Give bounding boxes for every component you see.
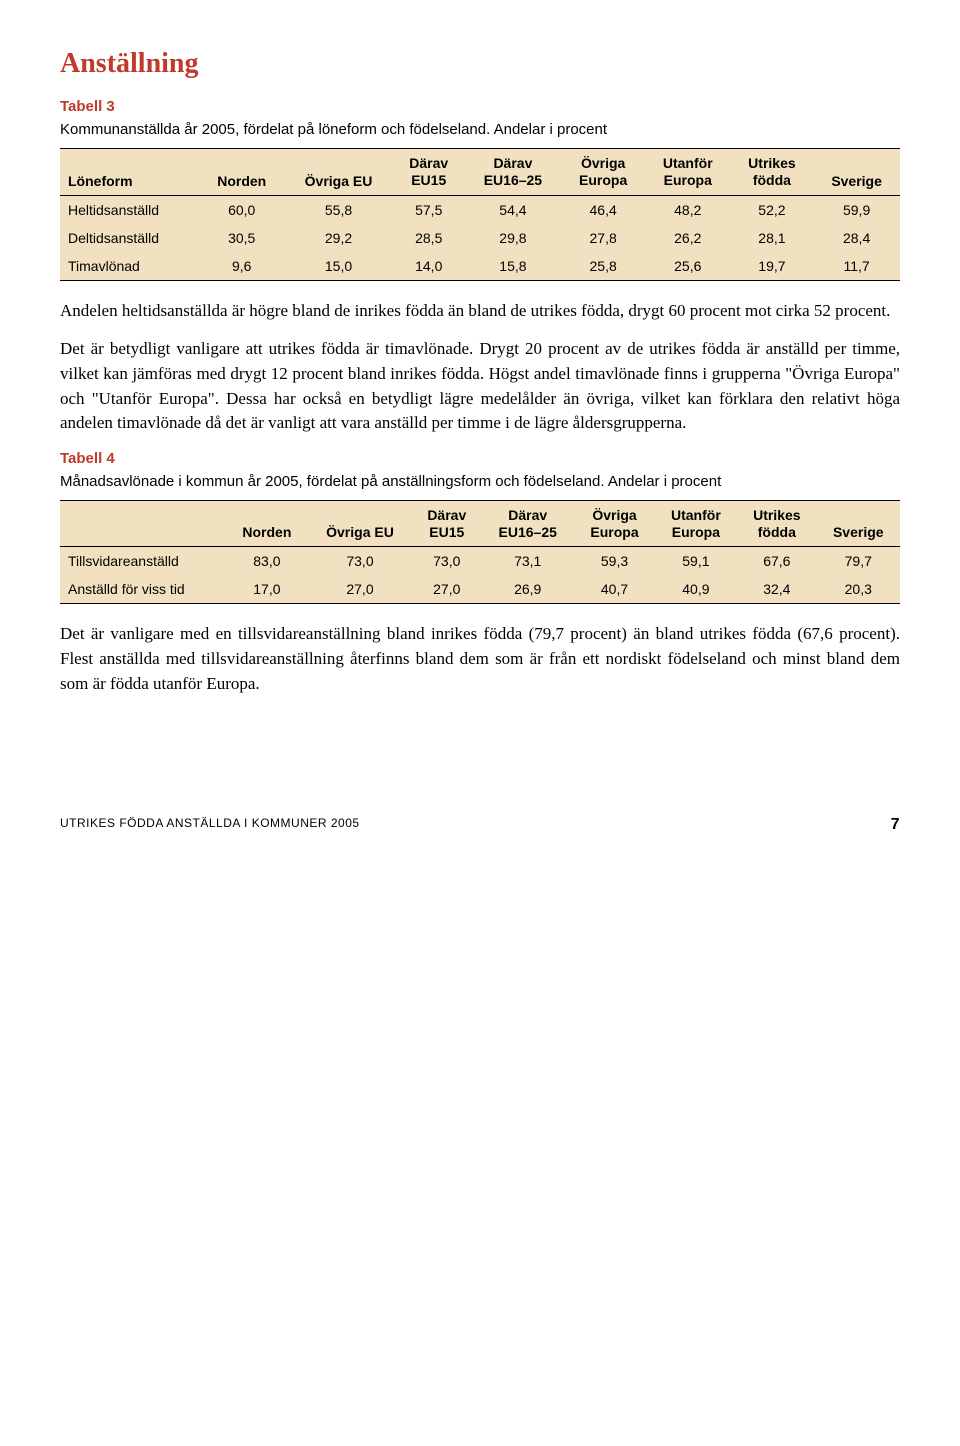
cell: 26,9 [481,575,574,604]
table-row: Anställd för viss tid 17,0 27,0 27,0 26,… [60,575,900,604]
col-ovriga-eu: Övriga EU [308,500,413,547]
cell: 28,1 [731,224,814,252]
table3-label: Tabell 3 [60,98,900,115]
col-utanfor-europa: UtanförEuropa [645,149,731,196]
cell: 48,2 [645,195,731,224]
cell: 30,5 [199,224,284,252]
row-label: Heltidsanställd [60,195,199,224]
page-footer: UTRIKES FÖDDA ANSTÄLLDA I KOMMUNER 2005 … [60,816,900,834]
table-row: Timavlönad 9,6 15,0 14,0 15,8 25,8 25,6 … [60,252,900,281]
page-number: 7 [891,816,900,834]
col-norden: Norden [226,500,307,547]
table4-label: Tabell 4 [60,450,900,467]
cell: 25,6 [645,252,731,281]
cell: 83,0 [226,547,307,576]
cell: 46,4 [561,195,645,224]
col-sverige: Sverige [813,149,900,196]
cell: 9,6 [199,252,284,281]
col-ovriga-eu: Övriga EU [284,149,393,196]
cell: 14,0 [393,252,465,281]
table4-caption: Månadsavlönade i kommun år 2005, fördela… [60,473,900,490]
col-ovriga-europa: ÖvrigaEuropa [561,149,645,196]
table-row: Heltidsanställd 60,0 55,8 57,5 54,4 46,4… [60,195,900,224]
cell: 28,4 [813,224,900,252]
table-row: Deltidsanställd 30,5 29,2 28,5 29,8 27,8… [60,224,900,252]
footer-title: UTRIKES FÖDDA ANSTÄLLDA I KOMMUNER 2005 [60,816,360,834]
cell: 55,8 [284,195,393,224]
cell: 57,5 [393,195,465,224]
cell: 28,5 [393,224,465,252]
row-label: Anställd för viss tid [60,575,226,604]
cell: 32,4 [737,575,816,604]
cell: 52,2 [731,195,814,224]
cell: 73,0 [308,547,413,576]
row-label: Deltidsanställd [60,224,199,252]
cell: 40,9 [655,575,737,604]
cell: 27,8 [561,224,645,252]
table3-header-row: Löneform Norden Övriga EU DäravEU15 Dära… [60,149,900,196]
col-norden: Norden [199,149,284,196]
col-sverige: Sverige [817,500,900,547]
table4: Norden Övriga EU DäravEU15 DäravEU16–25 … [60,500,900,605]
table3: Löneform Norden Övriga EU DäravEU15 Dära… [60,148,900,281]
cell: 15,8 [464,252,561,281]
col-darav-eu15: DäravEU15 [393,149,465,196]
col-darav-eu1625: DäravEU16–25 [464,149,561,196]
paragraph-3: Det är vanligare med en tillsvidareanstä… [60,622,900,696]
cell: 19,7 [731,252,814,281]
cell: 27,0 [412,575,481,604]
table3-caption: Kommunanställda år 2005, fördelat på lön… [60,121,900,138]
cell: 60,0 [199,195,284,224]
cell: 79,7 [817,547,900,576]
col-utrikes-fodda: Utrikesfödda [731,149,814,196]
col-darav-eu15: DäravEU15 [412,500,481,547]
col-loneform: Löneform [60,149,199,196]
cell: 25,8 [561,252,645,281]
row-label: Tillsvidareanställd [60,547,226,576]
cell: 27,0 [308,575,413,604]
cell: 11,7 [813,252,900,281]
cell: 59,9 [813,195,900,224]
cell: 59,1 [655,547,737,576]
cell: 17,0 [226,575,307,604]
cell: 26,2 [645,224,731,252]
cell: 40,7 [574,575,654,604]
paragraph-2: Det är betydligt vanligare att utrikes f… [60,337,900,436]
table-row: Tillsvidareanställd 83,0 73,0 73,0 73,1 … [60,547,900,576]
cell: 29,2 [284,224,393,252]
col-darav-eu1625: DäravEU16–25 [481,500,574,547]
cell: 29,8 [464,224,561,252]
col-utanfor-europa: UtanförEuropa [655,500,737,547]
cell: 15,0 [284,252,393,281]
cell: 59,3 [574,547,654,576]
row-label: Timavlönad [60,252,199,281]
cell: 54,4 [464,195,561,224]
cell: 73,1 [481,547,574,576]
table4-header-row: Norden Övriga EU DäravEU15 DäravEU16–25 … [60,500,900,547]
col-ovriga-europa: ÖvrigaEuropa [574,500,654,547]
section-heading: Anställning [60,48,900,80]
col-blank [60,500,226,547]
cell: 20,3 [817,575,900,604]
cell: 73,0 [412,547,481,576]
col-utrikes-fodda: Utrikesfödda [737,500,816,547]
paragraph-1: Andelen heltidsanställda är högre bland … [60,299,900,324]
cell: 67,6 [737,547,816,576]
